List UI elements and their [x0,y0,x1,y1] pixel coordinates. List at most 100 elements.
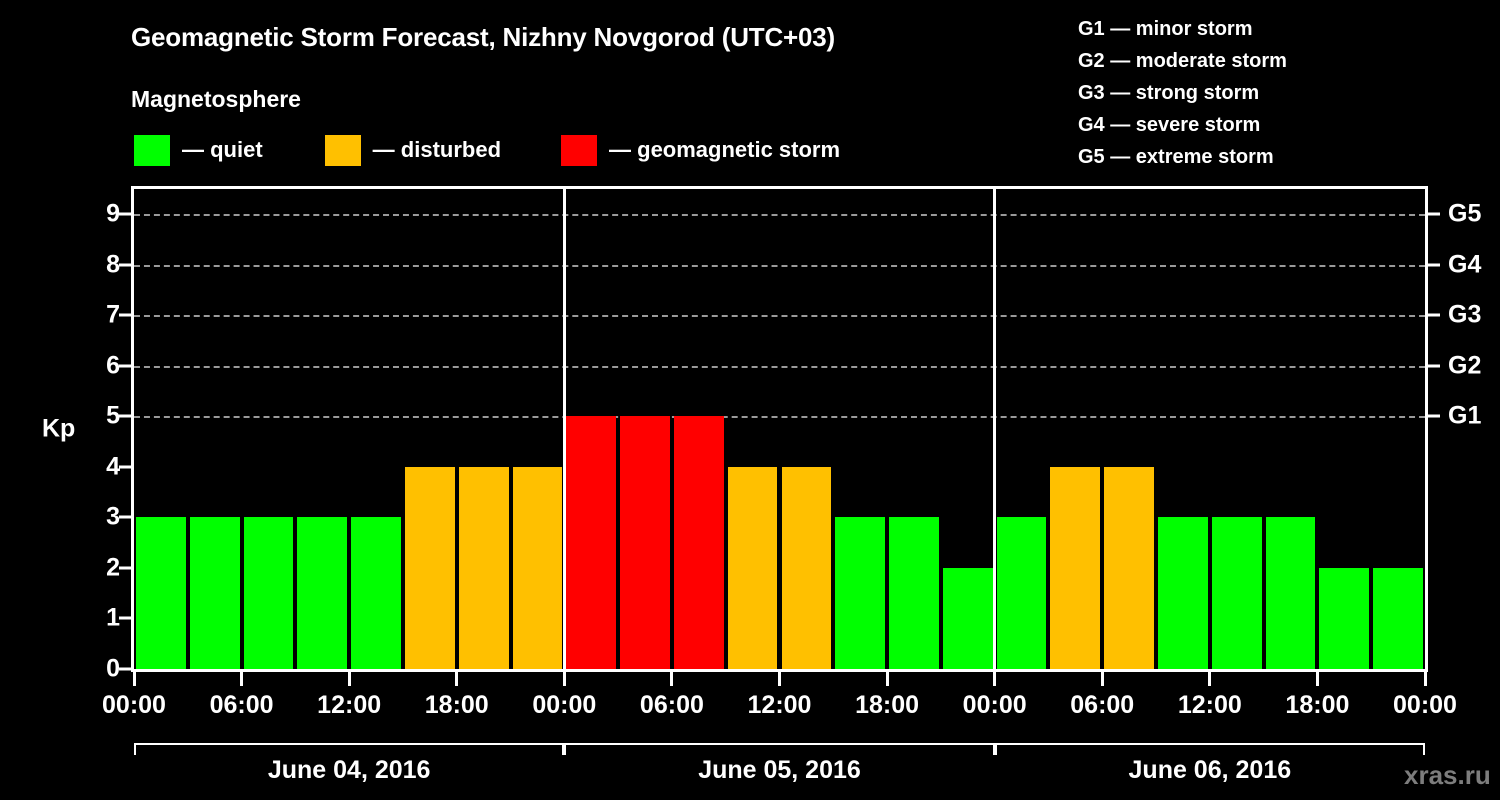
x-tick-mark-10 [1208,672,1212,686]
x-tick-label-9: 06:00 [1070,691,1135,719]
bar [243,517,294,669]
y-tick-label-5: 5 [106,401,120,430]
y-tick-mark-2 [119,566,131,570]
date-bracket-1 [134,743,565,755]
g-tick-mark-g2 [1428,364,1440,368]
bar [1050,466,1101,669]
gscale-item-g3: G3 — strong storm [1078,82,1260,104]
x-tick-mark-4 [562,672,566,686]
x-tick-label-7: 18:00 [855,691,920,719]
plot-area [134,189,1425,669]
y-tick-label-2: 2 [106,553,120,582]
y-tick-label-7: 7 [106,300,120,329]
g-tick-label-g1: G1 [1448,401,1482,430]
x-tick-label-6: 12:00 [747,691,812,719]
bar [1211,517,1262,669]
x-tick-mark-8 [993,672,997,686]
x-tick-mark-5 [670,672,674,686]
bar [781,466,832,669]
x-tick-mark-3 [455,672,459,686]
bar [512,466,563,669]
g-tick-mark-g4 [1428,263,1440,267]
g-tick-mark-g5 [1428,212,1440,216]
bar [996,517,1047,669]
y-tick-label-3: 3 [106,502,120,531]
legend-label-storm: — geomagnetic storm [609,137,841,162]
gridline-kp-5 [134,416,1425,419]
bar [1104,466,1155,669]
x-tick-label-11: 18:00 [1285,691,1350,719]
x-tick-mark-11 [1315,672,1319,686]
g-tick-mark-g3 [1428,313,1440,317]
y-tick-mark-6 [119,364,131,368]
x-tick-mark-0 [132,672,136,686]
x-tick-mark-6 [778,672,781,686]
bar [1265,517,1316,669]
y-tick-mark-9 [119,212,131,216]
day-divider-1 [562,189,566,669]
x-tick-label-8: 00:00 [962,691,1027,719]
x-tick-mark-9 [1100,672,1104,686]
x-tick-label-4: 00:00 [532,691,597,719]
legend-label-disturbed: — disturbed [372,137,502,162]
y-tick-label-1: 1 [106,603,120,632]
watermark: xras.ru [1404,760,1491,790]
g-tick-label-g2: G2 [1448,351,1482,380]
date-label-1: June 04, 2016 [267,756,431,784]
bar [1158,517,1208,669]
bar [404,466,455,669]
gscale-item-g1: G1 — minor storm [1078,18,1253,40]
g-tick-mark-g1 [1428,414,1440,418]
y-tick-label-4: 4 [106,452,120,481]
bar [620,416,670,669]
legend-item-quiet: — quiet [134,134,263,166]
g-tick-label-g3: G3 [1448,300,1482,329]
x-tick-label-3: 18:00 [424,691,489,719]
y-tick-label-0: 0 [106,654,120,683]
bar [673,416,724,669]
legend-item-storm: — geomagnetic storm [561,134,840,166]
bar [189,517,240,669]
date-bracket-2 [564,743,995,755]
bar [297,517,348,669]
x-tick-label-12: 00:00 [1393,691,1457,719]
day-divider-2 [993,189,997,669]
x-axis-baseline [131,669,1428,672]
x-tick-label-10: 12:00 [1177,691,1242,719]
gscale-item-g5: G5 — extreme storm [1078,146,1274,168]
legend-swatch-quiet [134,134,170,166]
bar [835,517,886,669]
y-tick-label-9: 9 [106,199,120,228]
gridline-kp-7 [134,315,1425,318]
gscale-item-g2: G2 — moderate storm [1078,50,1287,72]
g-tick-label-g4: G4 [1448,250,1482,279]
y-tick-mark-3 [119,515,131,519]
x-tick-mark-7 [885,672,889,686]
bar [889,517,939,669]
page-title: Geomagnetic Storm Forecast, Nizhny Novgo… [131,22,835,52]
x-tick-label-5: 06:00 [639,691,704,719]
gridline-kp-9 [134,214,1425,217]
bar [136,517,186,669]
legend-item-disturbed: — disturbed [324,134,502,166]
legend-label-quiet: — quiet [182,137,263,162]
g-tick-label-g5: G5 [1448,199,1482,228]
x-tick-mark-2 [347,672,351,686]
y-tick-label-8: 8 [106,250,120,279]
y-tick-mark-5 [119,414,131,418]
legend-swatch-storm [561,134,598,166]
y-tick-mark-0 [119,667,131,671]
bar [351,517,401,669]
y-tick-mark-4 [119,465,131,469]
y-tick-mark-1 [119,616,131,620]
bar [566,416,617,669]
legend-swatch-disturbed [324,134,361,166]
bar [942,567,993,669]
date-label-3: June 06, 2016 [1128,756,1292,784]
legend: — quiet — disturbed — geomagnetic storm [134,134,840,166]
y-tick-mark-8 [119,263,131,267]
x-tick-label-0: 00:00 [102,691,166,719]
legend-heading: Magnetosphere [131,86,301,112]
x-tick-label-2: 12:00 [317,691,382,719]
gridline-kp-6 [134,365,1425,368]
